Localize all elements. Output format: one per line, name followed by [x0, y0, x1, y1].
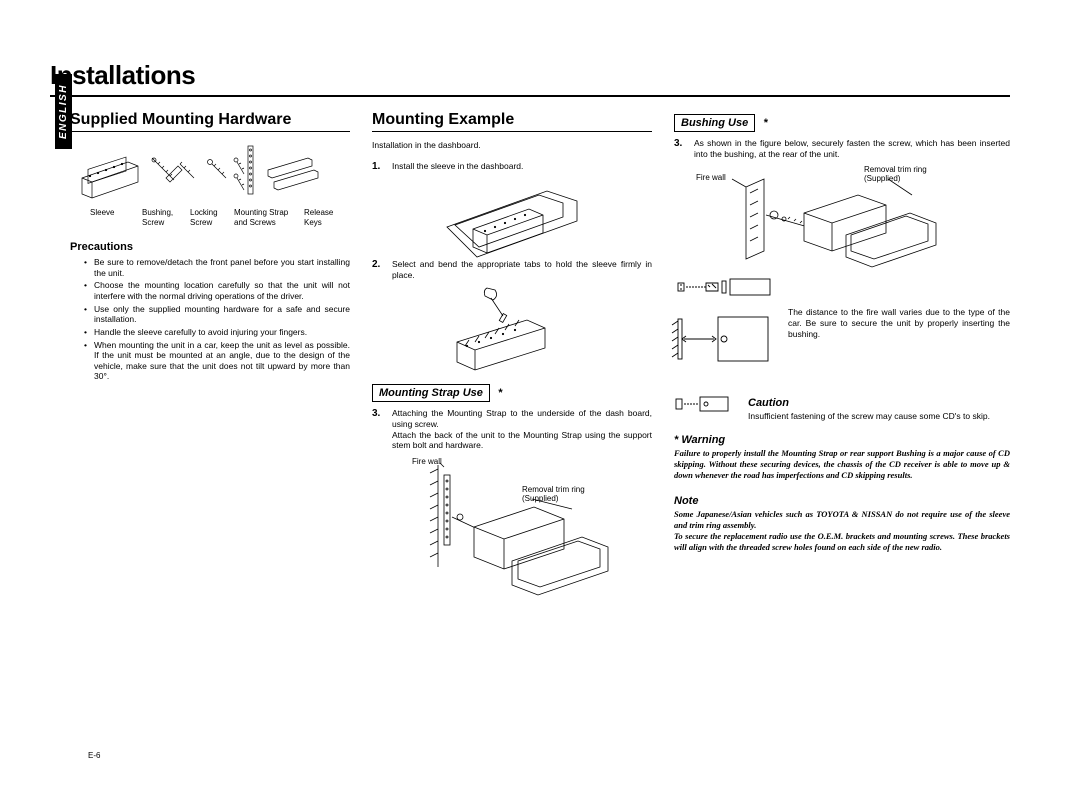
hardware-svg [80, 140, 350, 198]
bushing-svg [692, 165, 992, 265]
label-firewall: Fire wall [412, 457, 442, 466]
step-3a-text: Attaching the Mounting Strap to the unde… [392, 408, 652, 429]
precaution-item: When mounting the unit in a car, keep th… [88, 340, 350, 383]
title-rule [50, 95, 1010, 97]
mounting-intro: Installation in the dashboard. [372, 140, 652, 151]
supplied-hardware-heading: Supplied Mounting Hardware [70, 111, 350, 129]
precautions-list: Be sure to remove/detach the front panel… [70, 257, 350, 382]
step-2-num: 2. [372, 259, 386, 280]
strap-svg [382, 457, 642, 607]
step-3-bushing: 3. As shown in the figure below, securel… [674, 138, 1010, 159]
bushing-star: * [764, 117, 768, 129]
col1-rule [70, 131, 350, 132]
distance-note: The distance to the fire wall varies due… [788, 307, 1010, 339]
bushing-use-heading: Bushing Use [674, 114, 755, 132]
strap-figure: Fire wall Removal trim ring(Supplied) [372, 457, 652, 607]
step1-figure [372, 179, 652, 249]
step-2: 2. Select and bend the appropriate tabs … [372, 259, 652, 280]
note-heading: Note [674, 495, 1010, 507]
warning-heading: * Warning [674, 434, 1010, 446]
hardware-figure [80, 140, 360, 198]
step-3-strap: 3. Attaching the Mounting Strap to the u… [372, 408, 652, 451]
bushing-step3-num: 3. [674, 138, 688, 159]
precaution-item: Handle the sleeve carefully to avoid inj… [88, 327, 350, 338]
mounting-strap-heading: Mounting Strap Use [372, 384, 490, 402]
step-1: 1. Install the sleeve in the dashboard. [372, 161, 652, 174]
precaution-item: Choose the mounting location carefully s… [88, 280, 350, 301]
column-1: Supplied Mounting Hardware [50, 111, 350, 617]
label-trimring: Removal trim ring(Supplied) [522, 485, 585, 503]
mounting-example-heading: Mounting Example [372, 111, 652, 129]
note-text-2: To secure the replacement radio use the … [674, 531, 1010, 553]
bushing-detail-svg [674, 275, 774, 385]
content-columns: Supplied Mounting Hardware [50, 111, 1010, 617]
step-1-text: Install the sleeve in the dashboard. [392, 161, 523, 174]
hw-label-keys: Release Keys [304, 208, 348, 227]
bushing-label-firewall: Fire wall [696, 173, 726, 182]
caution-heading: Caution [748, 397, 1010, 409]
precaution-item: Use only the supplied mounting hardware … [88, 304, 350, 325]
bushing-figure: Fire wall Removal trim ring(Supplied) [674, 165, 1010, 265]
precaution-item: Be sure to remove/detach the front panel… [88, 257, 350, 278]
strap-star: * [498, 387, 502, 399]
hw-label-strap: Mounting Strap and Screws [234, 208, 300, 227]
step-3b-text: Attach the back of the unit to the Mount… [392, 430, 652, 451]
column-2: Mounting Example Installation in the das… [372, 111, 652, 617]
bushing-step3-text: As shown in the figure below, securely f… [694, 138, 1010, 159]
warning-text: Failure to properly install the Mounting… [674, 448, 1010, 481]
bend-tabs-svg [437, 286, 587, 366]
col2-rule [372, 131, 652, 132]
bushing-label-trimring: Removal trim ring(Supplied) [864, 165, 927, 183]
page-title: Installations [50, 60, 1010, 91]
step-1-num: 1. [372, 161, 386, 174]
note-text-1: Some Japanese/Asian vehicles such as TOY… [674, 509, 1010, 531]
step2-figure [372, 286, 652, 366]
sleeve-dashboard-svg [437, 179, 587, 249]
hw-label-bushing: Bushing, Screw [142, 208, 186, 227]
column-3: Bushing Use * 3. As shown in the figure … [674, 111, 1010, 617]
page-number: E-6 [88, 751, 100, 760]
caution-text: Insufficient fastening of the screw may … [748, 411, 1010, 422]
hardware-labels: Sleeve Bushing, Screw Locking Screw Moun… [90, 208, 350, 227]
caution-svg [674, 391, 734, 419]
step-2-text: Select and bend the appropriate tabs to … [392, 259, 652, 280]
step-3-num: 3. [372, 408, 386, 451]
hw-label-locking: Locking Screw [190, 208, 230, 227]
hw-label-sleeve: Sleeve [90, 208, 138, 227]
precautions-heading: Precautions [70, 241, 350, 253]
